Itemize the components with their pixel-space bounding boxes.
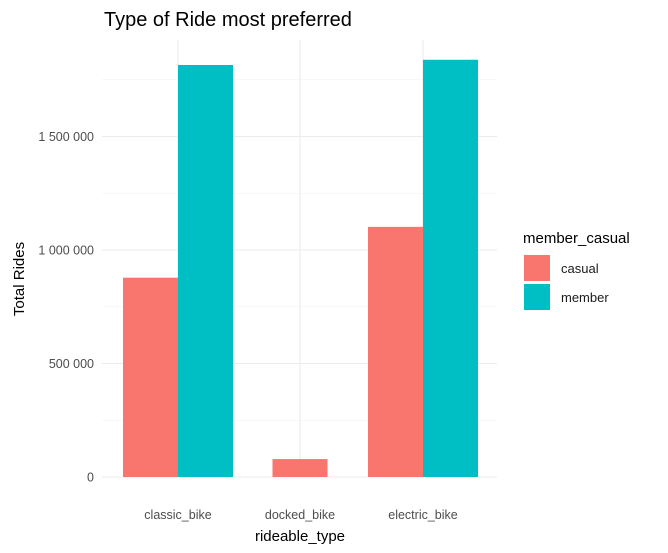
legend-key-casual xyxy=(524,255,550,281)
y-tick-label: 0 xyxy=(87,471,94,485)
x-tick-labels: classic_bike docked_bike electric_bike xyxy=(144,508,457,522)
x-tick-label: classic_bike xyxy=(144,508,211,522)
chart-title: Type of Ride most preferred xyxy=(104,9,352,31)
x-axis-title: rideable_type xyxy=(255,528,345,545)
legend-label-member: member xyxy=(561,290,609,305)
bar-member-electric_bike xyxy=(423,59,478,478)
legend: member_casual casual member xyxy=(523,230,630,310)
y-tick-labels: 0 500 000 1 000 000 1 500 000 xyxy=(38,130,94,485)
x-tick-label: electric_bike xyxy=(388,508,458,522)
legend-key-member xyxy=(524,284,550,310)
y-tick-label: 1 500 000 xyxy=(38,130,94,144)
bar-casual-electric_bike xyxy=(368,226,423,477)
bar-casual-docked_bike xyxy=(272,459,328,477)
legend-items: casual member xyxy=(524,255,609,310)
legend-title: member_casual xyxy=(523,230,630,247)
bar-member-classic_bike xyxy=(178,64,233,478)
bar-casual-classic_bike xyxy=(123,277,178,477)
y-tick-label: 500 000 xyxy=(49,357,94,371)
bars xyxy=(123,59,478,478)
y-tick-label: 1 000 000 xyxy=(38,244,94,258)
legend-label-casual: casual xyxy=(561,261,599,276)
y-axis-title: Total Rides xyxy=(11,242,28,316)
x-tick-label: docked_bike xyxy=(265,508,335,522)
